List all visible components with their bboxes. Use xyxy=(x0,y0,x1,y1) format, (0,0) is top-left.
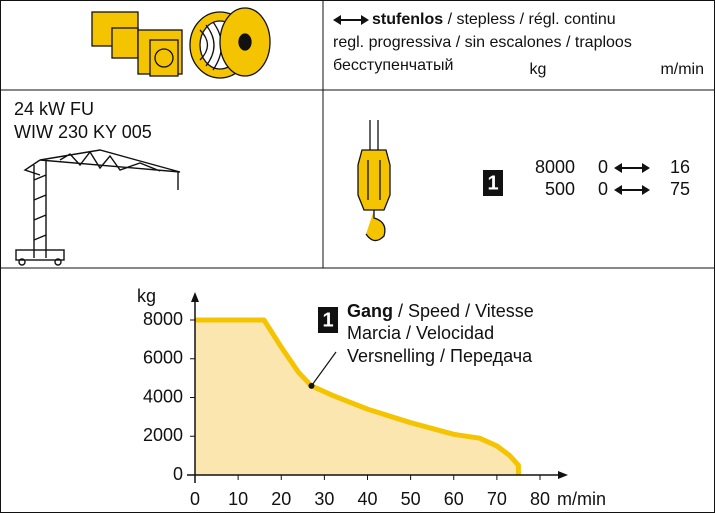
y-tick-label: 4000 xyxy=(143,386,183,406)
mode-line: бесступенчатый xyxy=(333,57,453,74)
unit-label: kg xyxy=(530,61,547,78)
crane-illustration xyxy=(16,150,180,265)
x-tick-label: 60 xyxy=(444,489,464,509)
winch-illustration xyxy=(92,8,270,78)
hook-illustration xyxy=(358,120,390,241)
badge-label: 1 xyxy=(487,172,498,194)
marker xyxy=(308,383,314,389)
y-tick-label: 0 xyxy=(173,464,183,484)
speed-max: 16 xyxy=(670,157,690,177)
datasheet: stufenlos / stepless / régl. continu reg… xyxy=(0,0,715,513)
axis-arrow xyxy=(558,471,568,479)
speed-max: 75 xyxy=(670,179,690,199)
load-value: 8000 xyxy=(535,157,575,177)
axis-arrow xyxy=(191,292,199,302)
mode-rest: / stepless / régl. continu xyxy=(443,11,616,28)
area-fill xyxy=(195,320,518,475)
arrow-icon xyxy=(333,15,369,25)
y-tick-label: 6000 xyxy=(143,348,183,368)
badge-label: 1 xyxy=(322,309,333,331)
x-tick-label: 50 xyxy=(401,489,421,509)
motor-model: WIW 230 KY 005 xyxy=(14,122,152,142)
mode-line: stufenlos / stepless / régl. continu xyxy=(372,11,616,28)
mode-bold: stufenlos xyxy=(372,11,443,28)
speed-min: 0 xyxy=(598,179,608,199)
annotation-line: Marcia / Velocidad xyxy=(347,323,494,343)
y-tick-label: 2000 xyxy=(143,425,183,445)
speed-min: 0 xyxy=(598,157,608,177)
annotation-rest: / Speed / Vitesse xyxy=(393,301,534,321)
annotation-line: Gang / Speed / Vitesse xyxy=(347,301,534,321)
annotation-bold: Gang xyxy=(347,301,393,321)
load-value: 500 xyxy=(545,179,575,199)
page: {"header": {"mode_bold": "stufenlos", "m… xyxy=(0,0,715,513)
y-tick-label: 8000 xyxy=(143,309,183,329)
x-tick-label: 30 xyxy=(314,489,334,509)
x-tick-label: 40 xyxy=(357,489,377,509)
leader-line xyxy=(311,352,336,386)
y-axis-label: kg xyxy=(137,286,156,306)
motor-power: 24 kW FU xyxy=(14,99,94,119)
x-tick-label: 0 xyxy=(190,489,200,509)
x-axis-label: m/min xyxy=(557,489,606,509)
mode-line: regl. progressiva / sin escalones / trap… xyxy=(333,34,632,51)
x-tick-label: 20 xyxy=(271,489,291,509)
unit-label: m/min xyxy=(660,61,704,78)
x-tick-label: 80 xyxy=(530,489,550,509)
x-tick-label: 70 xyxy=(487,489,507,509)
x-tick-label: 10 xyxy=(228,489,248,509)
annotation-line: Versnelling / Передача xyxy=(347,346,533,366)
